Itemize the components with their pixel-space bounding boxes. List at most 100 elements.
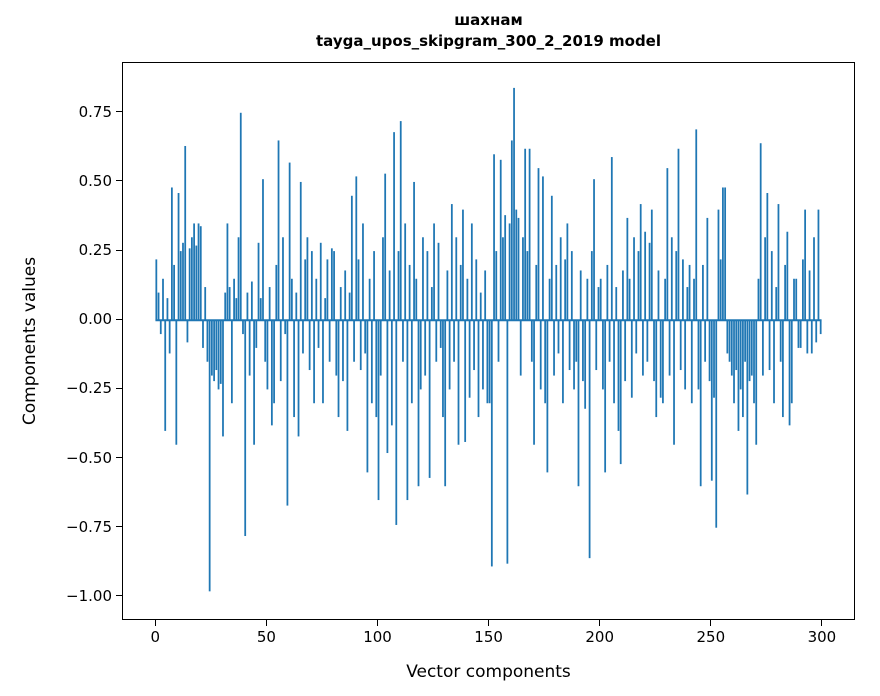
bar	[637, 251, 640, 321]
bar	[782, 320, 784, 418]
bar	[488, 320, 491, 404]
bar	[308, 320, 311, 371]
bar	[279, 320, 282, 382]
bar	[397, 251, 400, 321]
bar	[608, 320, 611, 362]
bar	[713, 320, 715, 398]
bar	[426, 251, 429, 321]
bar	[506, 320, 509, 564]
bar	[282, 237, 284, 321]
x-axis-label: Vector components	[406, 662, 571, 682]
y-tick-mark	[116, 595, 122, 597]
x-tick-label: 200	[585, 628, 615, 646]
bar	[419, 320, 422, 390]
chart-title-line2: tayga_upos_skipgram_300_2_2019 model	[316, 32, 661, 50]
y-tick-label: −0.25	[66, 379, 112, 398]
bar	[239, 112, 242, 321]
bar	[582, 320, 584, 382]
bar	[217, 320, 220, 390]
bar	[524, 148, 527, 321]
bar	[310, 251, 313, 321]
bar	[786, 231, 789, 321]
bar	[184, 145, 187, 321]
y-tick-label: −0.50	[66, 448, 112, 467]
bar	[417, 320, 420, 487]
y-tick-label: −1.00	[66, 586, 112, 605]
bar	[719, 259, 722, 321]
bar	[624, 320, 627, 382]
bar	[606, 264, 609, 321]
bar	[764, 237, 767, 321]
y-tick-mark	[116, 318, 122, 320]
bar	[415, 278, 418, 321]
bar	[306, 237, 309, 321]
bar	[586, 278, 589, 321]
plot-area	[122, 62, 855, 620]
bar	[755, 320, 758, 445]
bar	[297, 320, 300, 437]
bar	[710, 320, 713, 481]
bar	[673, 320, 675, 445]
bar	[462, 209, 464, 321]
bar	[319, 242, 322, 321]
bar	[737, 320, 740, 431]
bar	[406, 320, 409, 501]
bar	[799, 320, 802, 348]
bar	[262, 179, 264, 321]
bar	[250, 281, 253, 321]
bar	[584, 320, 587, 409]
bar	[539, 320, 542, 390]
bar	[497, 320, 500, 362]
bar	[593, 179, 595, 321]
y-tick-label: 0.50	[78, 171, 112, 190]
bar	[788, 320, 791, 426]
bar	[390, 320, 393, 426]
bar	[317, 320, 320, 348]
x-tick-label: 50	[256, 628, 276, 646]
bar	[679, 320, 682, 371]
bar	[815, 320, 818, 343]
bar	[379, 320, 382, 376]
y-tick-mark	[116, 180, 122, 182]
bar	[237, 237, 240, 321]
bar	[530, 320, 533, 362]
x-tick-mark	[154, 620, 156, 626]
zero-baseline	[155, 319, 822, 322]
bar	[302, 320, 304, 354]
bar	[435, 320, 438, 362]
bar	[273, 320, 275, 404]
bar	[550, 195, 553, 321]
bar	[566, 223, 569, 321]
bar	[366, 320, 369, 473]
x-tick-label: 100	[363, 628, 392, 646]
bar	[619, 320, 622, 465]
bar	[795, 278, 798, 321]
bar	[413, 181, 415, 321]
bar	[644, 231, 647, 321]
bar	[190, 237, 193, 321]
bar	[186, 320, 189, 343]
bar	[744, 320, 747, 362]
bar	[173, 264, 175, 321]
bar	[615, 287, 618, 321]
bar	[155, 259, 158, 321]
bar	[337, 320, 340, 418]
bar	[699, 320, 702, 487]
bar	[722, 187, 724, 321]
bar	[350, 195, 353, 321]
x-tick-mark	[265, 620, 267, 626]
bar	[193, 223, 195, 321]
bar	[235, 298, 238, 321]
bar	[162, 278, 164, 321]
bar	[819, 320, 822, 335]
bar	[813, 237, 815, 321]
bar	[477, 320, 480, 418]
bar	[604, 320, 607, 473]
bar	[359, 320, 362, 371]
bar	[210, 320, 213, 376]
bar	[733, 320, 735, 404]
bar	[377, 320, 380, 501]
bar	[410, 320, 413, 404]
bar	[504, 215, 507, 321]
bar	[439, 320, 442, 348]
